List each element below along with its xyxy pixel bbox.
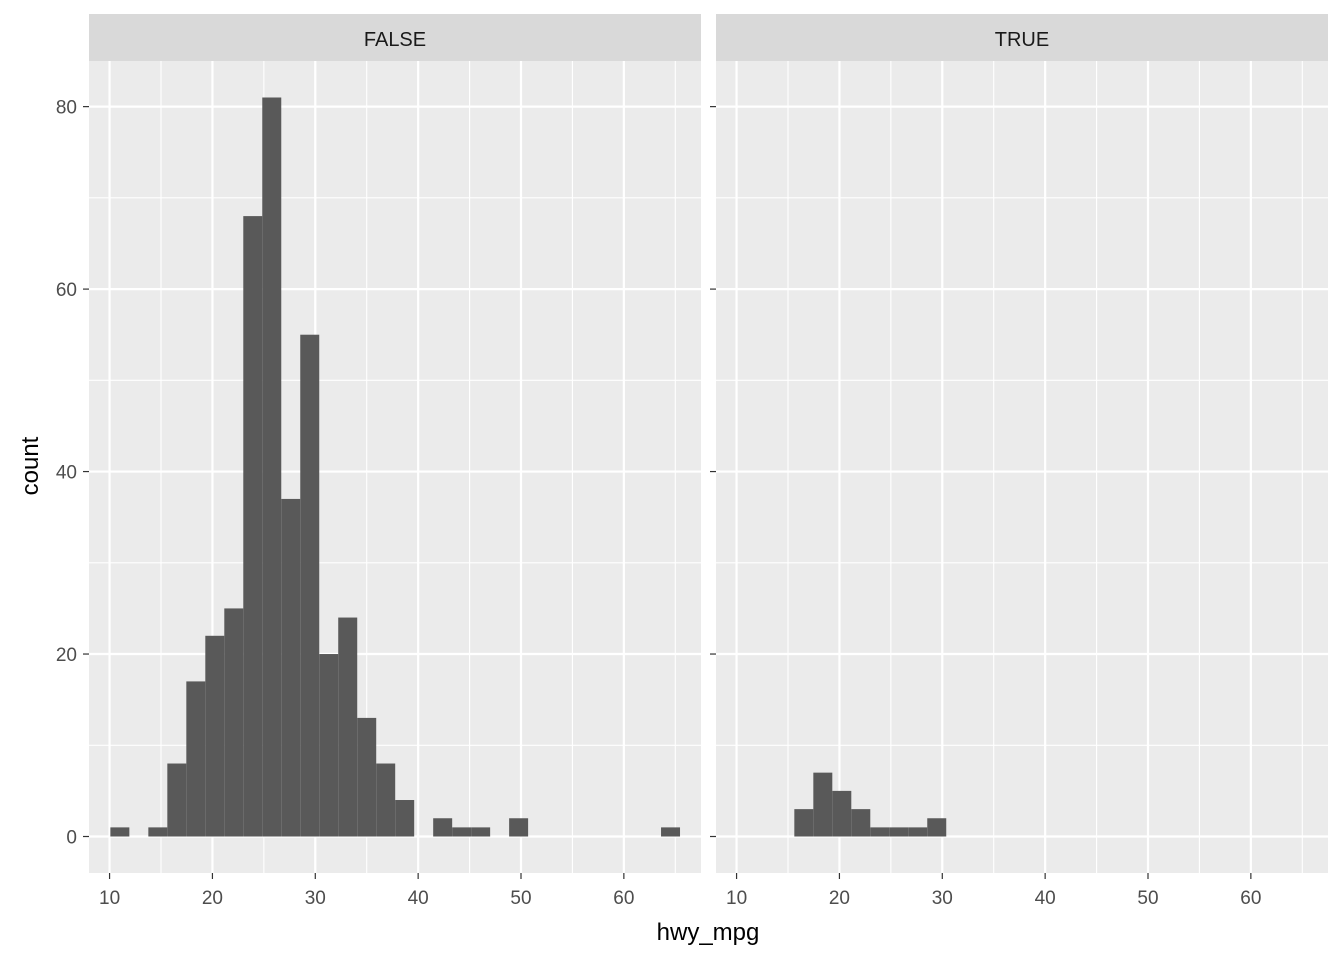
histogram-bar <box>813 772 833 837</box>
x-tick-label: 40 <box>408 888 429 909</box>
histogram-bar <box>224 608 244 837</box>
histogram-bar <box>452 827 472 837</box>
histogram-bar <box>509 818 529 837</box>
x-tick-label: 30 <box>305 888 326 909</box>
histogram-bar <box>661 827 681 837</box>
panel-background <box>89 61 701 873</box>
histogram-bar <box>832 790 852 837</box>
histogram-bar <box>927 818 947 837</box>
panel-background <box>716 61 1328 873</box>
histogram-bar <box>889 827 909 837</box>
facet-strip-label: TRUE <box>995 29 1049 51</box>
histogram-bar <box>395 800 415 837</box>
x-tick-label: 60 <box>1240 888 1261 909</box>
histogram-bar <box>433 818 453 837</box>
y-tick-label: 80 <box>56 98 77 119</box>
histogram-bar <box>357 717 377 837</box>
histogram-bar <box>319 654 339 837</box>
x-tick-label: 60 <box>613 888 634 909</box>
x-tick-label: 40 <box>1035 888 1056 909</box>
facet-panels: FALSE 10 20 30 40 50 60 0 20 40 60 80 TRUE 10 20 30 40 50… <box>56 14 1328 909</box>
y-tick-label: 20 <box>56 645 77 666</box>
histogram-bar <box>281 498 301 837</box>
histogram-bar <box>376 763 396 837</box>
histogram-bar <box>186 681 206 837</box>
facet-strip <box>89 14 701 61</box>
histogram-bar <box>338 617 358 837</box>
histogram-bar <box>300 334 320 837</box>
x-tick-label: 50 <box>510 888 531 909</box>
x-tick-label: 10 <box>726 888 747 909</box>
x-tick-label: 10 <box>99 888 120 909</box>
histogram-bar <box>243 216 263 837</box>
facet-panel-false: FALSE 10 20 30 40 50 60 0 20 40 60 80 <box>56 14 701 909</box>
y-axis-title: count <box>17 436 44 495</box>
y-tick-label: 40 <box>56 463 77 484</box>
x-tick-label: 20 <box>829 888 850 909</box>
x-axis-title: hwy_mpg <box>657 919 760 946</box>
histogram-bar <box>205 635 225 837</box>
x-tick-label: 20 <box>202 888 223 909</box>
histogram-bar <box>110 827 130 837</box>
histogram-bar <box>870 827 890 837</box>
histogram-bar <box>794 809 814 837</box>
histogram-bar <box>167 763 187 837</box>
histogram-bar <box>908 827 928 837</box>
histogram-bar <box>471 827 491 837</box>
histogram-bar <box>262 97 282 837</box>
x-tick-label: 50 <box>1137 888 1158 909</box>
histogram-bar <box>851 809 871 837</box>
histogram-bar <box>148 827 168 837</box>
facet-strip <box>716 14 1328 61</box>
facet-panel-true: TRUE 10 20 30 40 50 60 <box>710 14 1328 909</box>
x-tick-label: 30 <box>932 888 953 909</box>
y-tick-label: 60 <box>56 280 77 301</box>
y-tick-label: 0 <box>66 828 77 849</box>
facet-strip-label: FALSE <box>364 29 426 51</box>
